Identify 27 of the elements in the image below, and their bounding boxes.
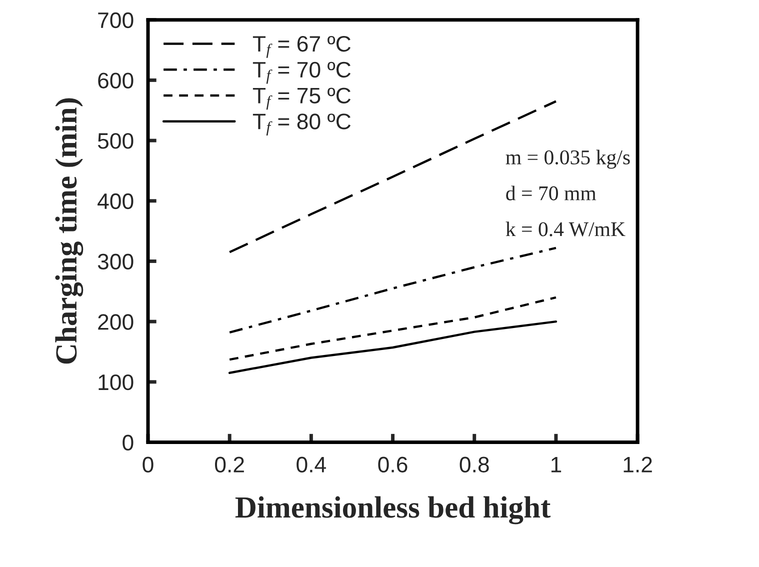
x-tick-label: 0.8 [460,456,489,472]
y-tick-label: 0 [122,434,134,451]
x-tick-label: 0.6 [378,456,408,472]
annotation: k = 0.4 W/mK [506,222,626,236]
legend-label: T$_{f}$ = 67 ºC [252,36,351,58]
y-tick-label: 300 [98,254,134,270]
x-tick-label: 1 [551,456,562,472]
y-axis-title: Charging time (min) [55,98,84,364]
annotation: m = 0.035 kg/s [506,150,630,169]
legend-label: T$_{f}$ = 70 ºC [252,62,351,84]
x-axis-title: Dimensionless bed hight [235,496,551,524]
x-tick-label: 0 [142,456,154,472]
line-series [228,296,558,361]
legend-label: T$_{f}$ = 75 ºC [252,88,351,110]
legend-label: T$_{f}$ = 80 ºC [252,114,351,136]
x-tick-label: 0.2 [215,456,244,472]
y-tick-label: 700 [98,12,134,28]
y-tick-label: 100 [98,374,134,390]
y-tick-label: 200 [98,314,134,330]
y-tick-label: 600 [98,72,134,88]
line-series [228,246,558,334]
y-tick-label: 400 [98,193,134,210]
x-tick-label: 1.2 [624,456,652,472]
y-tick-label: 500 [98,133,134,149]
x-tick-label: 0.4 [296,456,326,472]
annotation: d = 70 mm [506,186,596,200]
line-series [228,320,558,374]
